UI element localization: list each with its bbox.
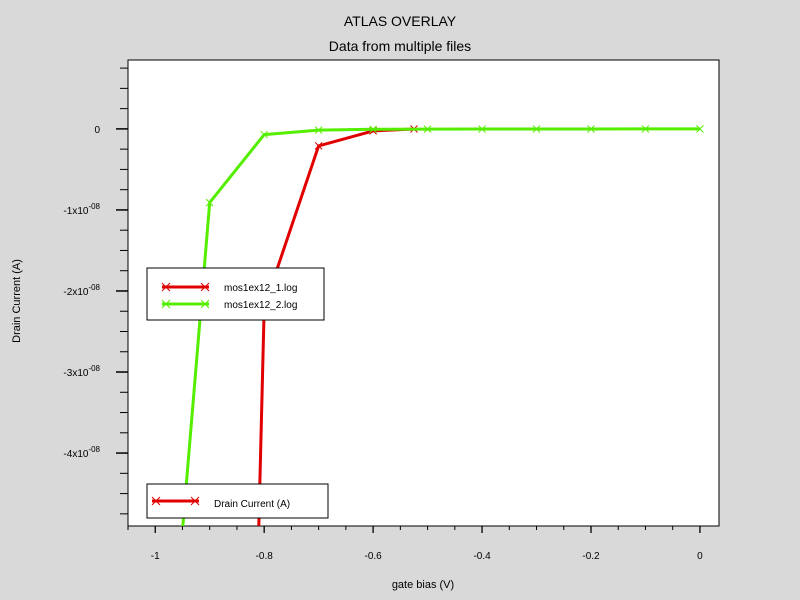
legend: mos1ex12_1.log mos1ex12_2.log: [146, 267, 325, 321]
legend-swatch-marker: [161, 299, 171, 309]
legend-swatch-marker: [200, 282, 210, 292]
legend-swatch-marker: [200, 299, 210, 309]
x-tick-label: 0: [697, 551, 703, 562]
x-tick-label: -0.8: [256, 551, 274, 562]
y-axis-label: Drain Current (A): [11, 259, 23, 343]
y-tick-label-exponent: -08: [88, 283, 100, 292]
x-tick-label: -1: [151, 551, 160, 562]
series-2: [181, 125, 704, 526]
series-point: [641, 125, 650, 133]
series-point: [532, 125, 541, 133]
series-point: [478, 125, 486, 133]
series-point: [314, 126, 323, 134]
legend2-swatch-marker: [151, 496, 161, 506]
y-tick-label-mantissa: -1x10: [63, 206, 88, 217]
legend-drain-current: Drain Current (A): [146, 483, 329, 519]
legend2-swatch-marker: [190, 496, 200, 506]
series-point: [205, 198, 214, 207]
y-tick-label: -4x10-08: [63, 445, 100, 460]
series-point: [255, 527, 262, 534]
chart-title: ATLAS OVERLAY: [344, 13, 457, 29]
legend-label: mos1ex12_1.log: [224, 283, 297, 294]
y-tick-label: -2x10-08: [63, 283, 100, 298]
y-tick-label-exponent: -08: [88, 364, 100, 373]
x-tick-label: -0.2: [582, 551, 600, 562]
series-point: [314, 142, 323, 150]
y-tick-label-exponent: -08: [88, 202, 100, 211]
series-layer: [181, 125, 704, 534]
y-tick-label-mantissa: -3x10: [63, 368, 88, 379]
series-point: [696, 125, 704, 133]
chart-subtitle: Data from multiple files: [329, 38, 471, 54]
legend-box: [146, 267, 325, 321]
legend2-label: Drain Current (A): [214, 499, 290, 510]
legend-label: mos1ex12_2.log: [224, 300, 297, 311]
x-tick-label: -0.4: [473, 551, 491, 562]
series-point: [369, 125, 377, 134]
series-point: [587, 125, 595, 133]
series-point: [260, 130, 269, 139]
series-point: [423, 125, 432, 133]
axes: -1 -0.8 -0.6 -0.4 -0.2 00-1x10-08-2x10-08-3x1…: [63, 67, 703, 562]
legend-swatch-marker: [161, 282, 171, 292]
x-tick-label: -0.6: [364, 551, 382, 562]
y-tick-label-mantissa: -2x10: [63, 287, 88, 298]
y-tick-label-mantissa: 0: [94, 125, 100, 136]
y-tick-label: -1x10-08: [63, 202, 100, 217]
x-axis-label: gate bias (V): [392, 579, 454, 591]
y-tick-label-mantissa: -4x10: [63, 449, 88, 460]
y-tick-label: -3x10-08: [63, 364, 100, 379]
y-tick-label-exponent: -08: [88, 445, 100, 454]
y-tick-label: 0: [94, 125, 100, 136]
